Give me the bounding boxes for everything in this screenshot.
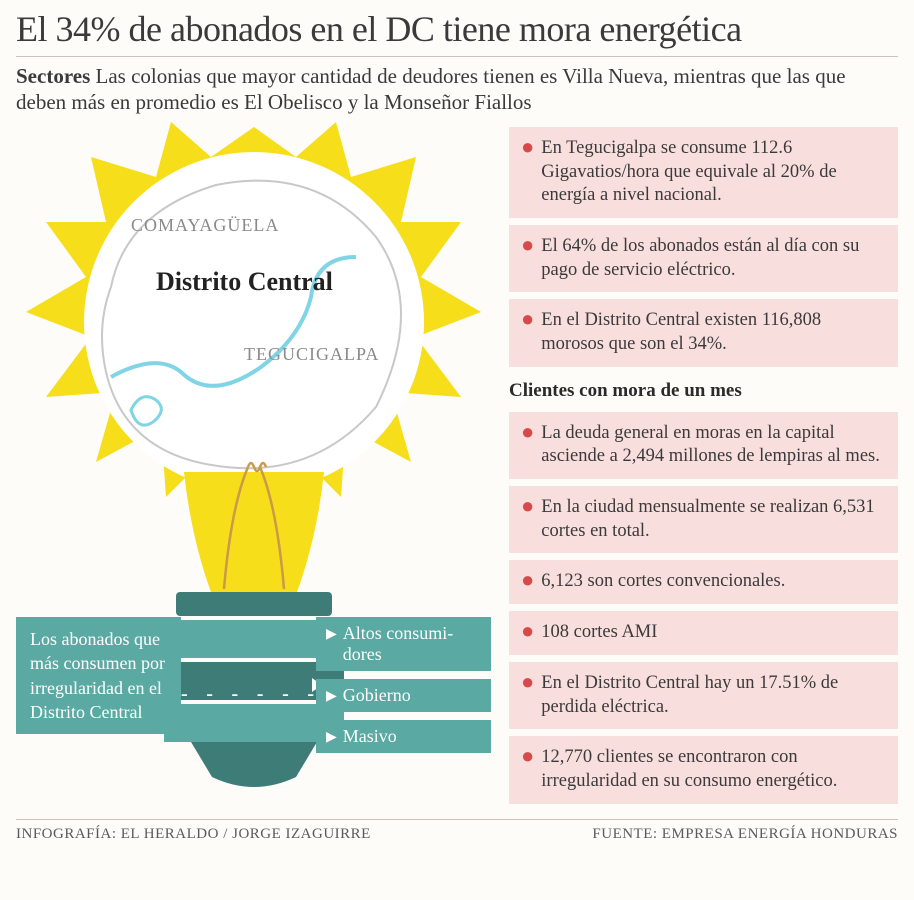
bullet-icon: ● bbox=[521, 422, 534, 443]
bullet-icon: ● bbox=[521, 496, 534, 517]
fact-item: ●La deuda general en moras en la capital… bbox=[509, 412, 898, 479]
map-label-tegucigalpa: TEGUCIGALPA bbox=[244, 344, 379, 365]
fact-item: ●6,123 son cortes convencionales. bbox=[509, 560, 898, 604]
bullet-icon: ● bbox=[521, 235, 534, 256]
bullet-icon: ● bbox=[521, 309, 534, 330]
subhead-bold: Sectores bbox=[16, 64, 90, 88]
bullet-icon: ● bbox=[521, 137, 534, 158]
fact-item: ●12,770 clientes se encontraron con irre… bbox=[509, 736, 898, 803]
bullet-icon: ● bbox=[521, 621, 534, 642]
fact-item: ●En el Distrito Central hay un 17.51% de… bbox=[509, 662, 898, 729]
tag-altos: ▶Altos consumi-dores bbox=[316, 617, 491, 671]
consumer-tags: ▶Altos consumi-dores ▶Gobierno ▶Masivo bbox=[316, 617, 491, 761]
subhead: Sectores Las colonias que mayor cantidad… bbox=[16, 63, 898, 116]
footer-source: FUENTE: EMPRESA ENERGÍA HONDURAS bbox=[592, 826, 898, 843]
infographic-left: COMAYAGÜELA Distrito Central TEGUCIGALPA… bbox=[16, 127, 491, 817]
map-label-comayaguela: COMAYAGÜELA bbox=[131, 215, 279, 236]
bullet-icon: ● bbox=[521, 570, 534, 591]
bullet-icon: ● bbox=[521, 746, 534, 767]
headline: El 34% de abonados en el DC tiene mora e… bbox=[16, 10, 898, 57]
fact-item: ●En Tegucigalpa se consume 112.6 Gigavat… bbox=[509, 127, 898, 218]
fact-item: ●En la ciudad mensualmente se realizan 6… bbox=[509, 486, 898, 553]
bullet-icon: ● bbox=[521, 672, 534, 693]
subhead-rest: Las colonias que mayor cantidad de deudo… bbox=[16, 64, 846, 114]
footer-credit: INFOGRAFÍA: EL HERALDO / JORGE IZAGUIRRE bbox=[16, 826, 371, 843]
fact-item: ●108 cortes AMI bbox=[509, 611, 898, 655]
triangle-icon: ▶ bbox=[326, 688, 337, 705]
tag-gobierno: ▶Gobierno bbox=[316, 679, 491, 712]
triangle-icon: ▶ bbox=[326, 626, 337, 643]
tag-masivo: ▶Masivo bbox=[316, 720, 491, 753]
facts-column: ●En Tegucigalpa se consume 112.6 Gigavat… bbox=[509, 127, 898, 817]
fact-item: ●El 64% de los abonados están al día con… bbox=[509, 225, 898, 292]
fact-item: ●En el Distrito Central existen 116,808 … bbox=[509, 299, 898, 366]
map-title: Distrito Central bbox=[156, 267, 333, 297]
arrow-dashes: ------ bbox=[181, 683, 316, 706]
triangle-icon: ▶ bbox=[326, 729, 337, 746]
consumer-box: Los abonados que más consumen por irregu… bbox=[16, 617, 181, 734]
facts-subheading: Clientes con mora de un mes bbox=[509, 380, 898, 402]
footer: INFOGRAFÍA: EL HERALDO / JORGE IZAGUIRRE… bbox=[16, 819, 898, 843]
